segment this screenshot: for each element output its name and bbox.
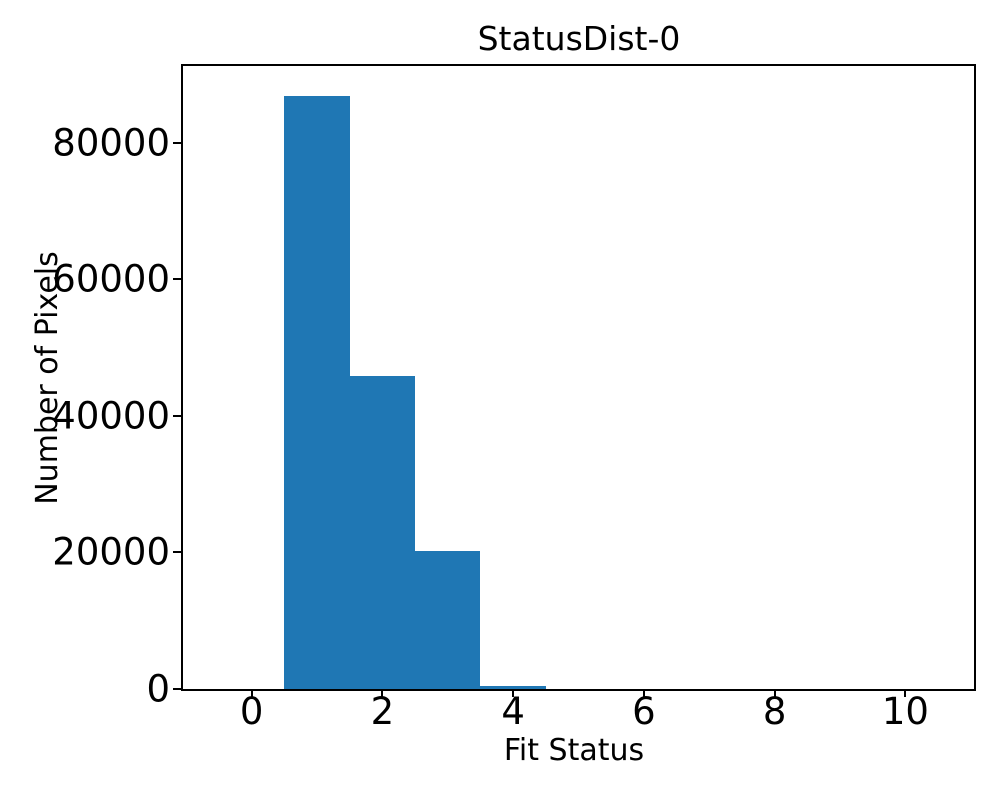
y-tick-label: 20000 bbox=[52, 530, 170, 574]
y-axis-label: Number of Pixels bbox=[30, 251, 65, 505]
x-tick-label: 8 bbox=[762, 690, 787, 733]
x-tick-mark bbox=[381, 689, 384, 697]
chart-title: StatusDist-0 bbox=[477, 19, 681, 58]
x-axis-label: Fit Status bbox=[503, 733, 645, 768]
x-tick-mark bbox=[250, 689, 253, 697]
x-tick-label: 0 bbox=[239, 690, 264, 733]
y-tick-label: 60000 bbox=[52, 257, 170, 301]
y-tick-mark bbox=[173, 688, 181, 690]
histogram-bar bbox=[415, 551, 481, 689]
x-tick-label: 10 bbox=[881, 690, 929, 733]
y-tick-label: 80000 bbox=[52, 121, 170, 165]
x-tick-mark bbox=[904, 689, 907, 697]
x-tick-label: 4 bbox=[501, 690, 525, 733]
histogram-bar bbox=[480, 686, 546, 689]
y-tick-mark bbox=[173, 278, 181, 281]
plot-area: 0 2 4 6 8 10 0 20000 40000 60000 80000 bbox=[52, 64, 976, 730]
histogram-bar bbox=[349, 375, 416, 689]
x-tick-label: 2 bbox=[370, 690, 395, 733]
x-tick-label: 6 bbox=[632, 690, 656, 733]
y-tick-mark bbox=[173, 551, 181, 554]
y-tick-mark bbox=[173, 414, 181, 417]
x-tick-mark bbox=[773, 689, 776, 697]
y-tick-label: 40000 bbox=[52, 394, 170, 438]
x-tick-mark bbox=[512, 689, 515, 697]
y-tick-label: 0 bbox=[146, 667, 170, 711]
y-tick-mark bbox=[173, 141, 181, 144]
histogram-bar bbox=[284, 95, 350, 689]
x-tick-mark bbox=[642, 689, 645, 697]
